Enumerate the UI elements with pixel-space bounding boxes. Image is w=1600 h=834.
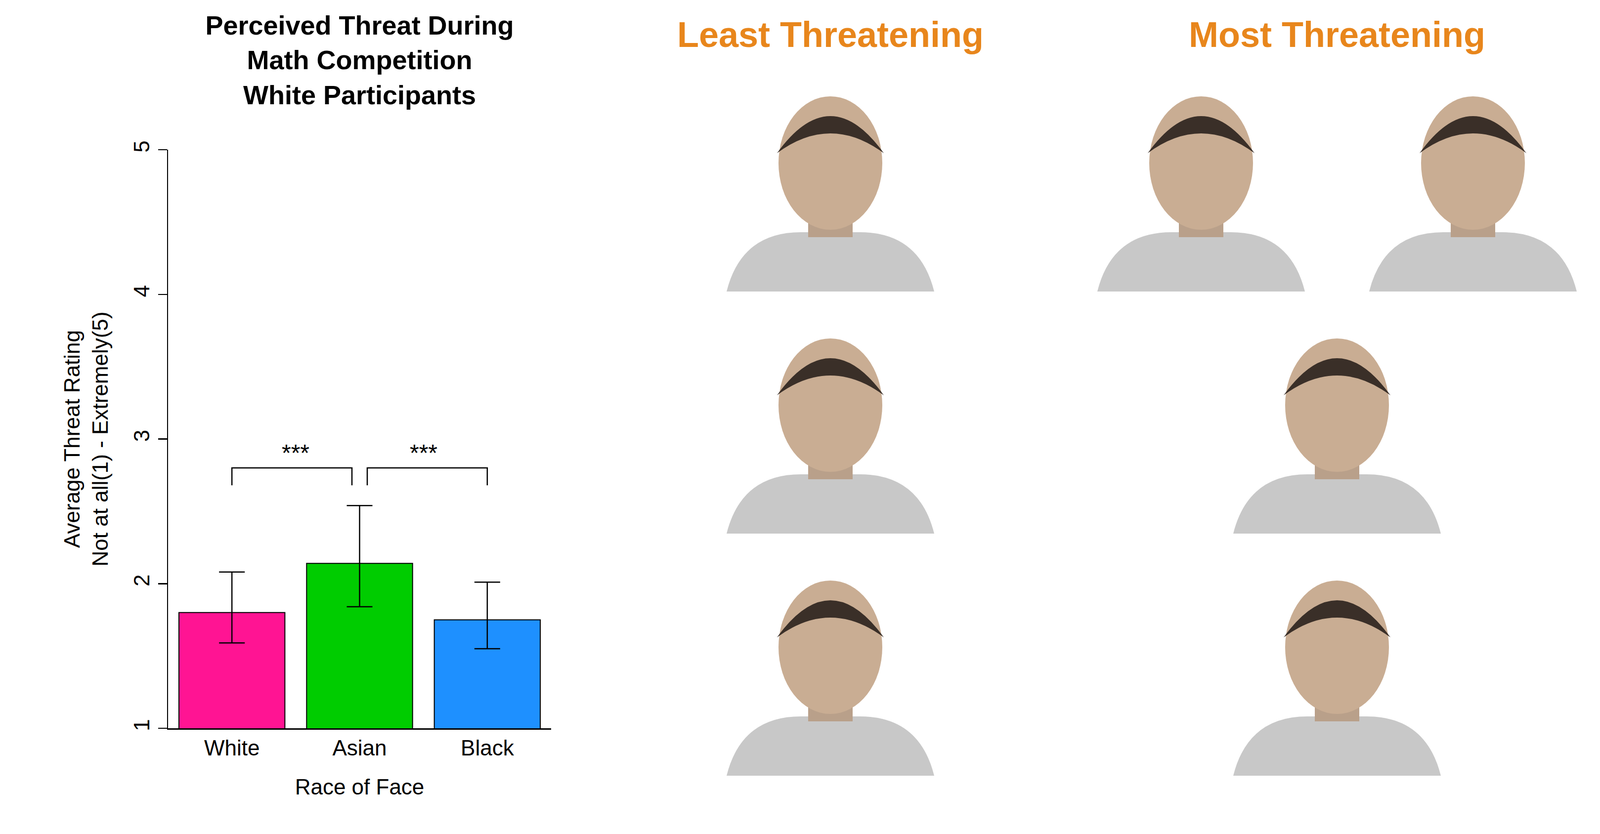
svg-text:2: 2 bbox=[129, 574, 154, 587]
svg-text:Most Threatening: Most Threatening bbox=[1188, 14, 1486, 55]
svg-text:***: *** bbox=[281, 439, 310, 467]
svg-text:Perceived Threat DuringMath Co: Perceived Threat DuringMath CompetitionW… bbox=[205, 10, 514, 110]
svg-text:Least Threatening: Least Threatening bbox=[677, 14, 984, 55]
svg-text:***: *** bbox=[409, 439, 438, 467]
svg-text:4: 4 bbox=[129, 285, 154, 298]
svg-text:Asian: Asian bbox=[332, 735, 387, 761]
svg-text:Race of Face: Race of Face bbox=[295, 775, 425, 800]
svg-text:Average Threat RatingNot at al: Average Threat RatingNot at all(1) - Ext… bbox=[59, 311, 113, 567]
svg-text:5: 5 bbox=[129, 140, 154, 153]
svg-text:1: 1 bbox=[129, 719, 154, 732]
svg-text:Black: Black bbox=[460, 735, 515, 761]
svg-text:White: White bbox=[204, 735, 260, 761]
svg-text:3: 3 bbox=[129, 430, 154, 442]
